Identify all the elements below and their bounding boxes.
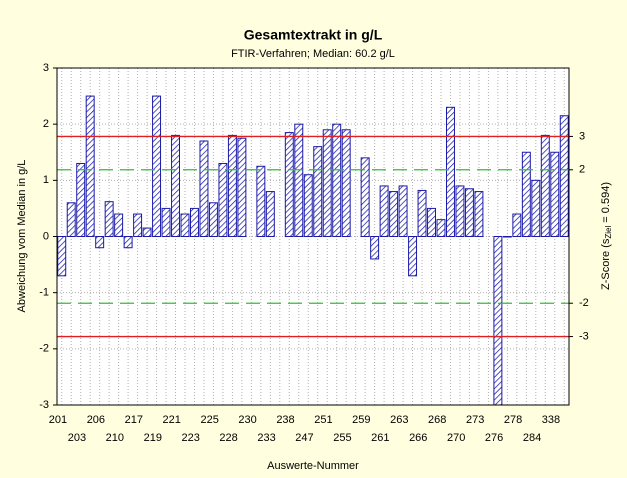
bar [133, 213, 143, 238]
bar [531, 179, 541, 237]
y2-tick-label: -2 [579, 297, 589, 309]
y2-tick-label: 2 [579, 164, 585, 176]
bar [502, 236, 512, 238]
x-tick-label: 238 [276, 414, 294, 426]
bar [227, 134, 237, 237]
x-tick-label: 225 [200, 414, 218, 426]
y-tick-label: -2 [39, 343, 49, 355]
bar [408, 236, 418, 277]
bar [322, 129, 332, 238]
bar [521, 151, 531, 237]
y-axis-label: Abweichung vom Median in g/L [16, 160, 28, 313]
x-tick-label: 210 [106, 432, 124, 444]
bar [540, 134, 550, 237]
bar [189, 207, 199, 238]
x-tick-label: 338 [542, 414, 560, 426]
y-tick-label: 1 [43, 174, 49, 186]
bar [445, 106, 455, 237]
x-tick-label: 273 [466, 414, 484, 426]
x-tick-label: 278 [504, 414, 522, 426]
bar [389, 191, 399, 237]
y2-label-main: Z-Score (s [600, 238, 612, 290]
x-tick-label: 217 [125, 414, 143, 426]
x-tick-label: 201 [49, 414, 67, 426]
bar [57, 236, 67, 277]
bars [57, 95, 569, 405]
bar [417, 189, 427, 237]
x-tick-label: 219 [144, 432, 162, 444]
bar [76, 162, 86, 238]
x-tick-label: 206 [87, 414, 105, 426]
y2-label-sub: Ziel [604, 226, 613, 239]
x-tick-label: 230 [238, 414, 256, 426]
y2-label-rest: = 0.594) [600, 182, 612, 226]
x-tick-label: 268 [428, 414, 446, 426]
chart-title: Gesamtextrakt in g/L [244, 27, 383, 43]
bar [114, 213, 124, 238]
bar [512, 213, 522, 238]
bar [218, 162, 228, 238]
y2-axis-label: Z-Score (sZiel = 0.594) [600, 182, 613, 290]
bar [85, 95, 95, 238]
bar [294, 123, 304, 237]
x-tick-label: 261 [371, 432, 389, 444]
x-tick-label: 223 [182, 432, 200, 444]
y-tick-label: -3 [39, 399, 49, 411]
x-tick-label: 228 [219, 432, 237, 444]
y-tick-label: 3 [43, 62, 49, 74]
x-axis-label: Auswerte-Nummer [267, 460, 359, 472]
y-tick-label: 2 [43, 118, 49, 130]
bar [237, 137, 247, 237]
bar [370, 236, 380, 260]
plot-frame [56, 67, 570, 406]
bar [341, 129, 351, 238]
bar [123, 236, 133, 249]
x-tick-label: 251 [314, 414, 332, 426]
x-tick-label: 266 [409, 432, 427, 444]
bar [171, 134, 181, 237]
x-tick-label: 255 [333, 432, 351, 444]
bar [427, 207, 437, 238]
bar [199, 140, 209, 237]
bar [550, 151, 560, 237]
x-tick-label: 259 [352, 414, 370, 426]
bar [284, 132, 294, 237]
bar [559, 115, 569, 237]
x-tick-label: 270 [447, 432, 465, 444]
bar [464, 188, 474, 237]
x-tick-label: 263 [390, 414, 408, 426]
bar [360, 157, 370, 237]
bar [474, 191, 484, 237]
bar [161, 207, 171, 238]
x-tick-label: 233 [257, 432, 275, 444]
bar [95, 236, 105, 249]
x-tick-label: 203 [68, 432, 86, 444]
y-tick-label: -1 [39, 287, 49, 299]
bar [66, 202, 76, 238]
x-tick-label: 284 [523, 432, 541, 444]
bar [398, 185, 408, 237]
bar [379, 185, 389, 237]
bar [455, 185, 465, 237]
bar [256, 165, 266, 238]
bar [152, 95, 162, 238]
bar [104, 201, 114, 237]
y2-tick-label: 3 [579, 130, 585, 142]
chart-subtitle: FTIR-Verfahren; Median: 60.2 g/L [231, 48, 395, 60]
bar [493, 236, 503, 405]
bar [436, 219, 446, 237]
bar [142, 227, 152, 237]
bar [265, 191, 275, 237]
x-tick-label: 221 [163, 414, 181, 426]
y2-tick-label: -3 [579, 330, 589, 342]
bar [208, 202, 218, 238]
bar [303, 174, 313, 237]
bar [332, 123, 342, 237]
bar [313, 146, 323, 237]
bar [180, 213, 190, 238]
x-tick-label: 247 [295, 432, 313, 444]
y-tick-label: 0 [43, 230, 49, 242]
x-tick-label: 276 [485, 432, 503, 444]
